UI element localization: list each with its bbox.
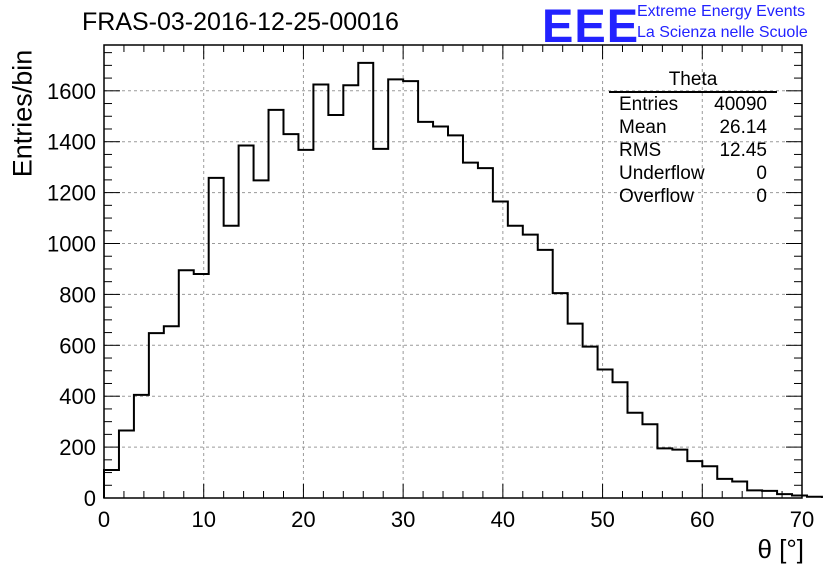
histogram-bin (433, 126, 448, 498)
histogram-bin (209, 178, 224, 498)
histogram-bin (628, 413, 643, 498)
plot-frame (103, 44, 803, 499)
stats-value: 0 (756, 163, 767, 184)
stats-label: RMS (619, 140, 662, 161)
histogram-bin (403, 81, 418, 498)
eee-logo: EEE (542, 0, 640, 52)
histogram-bin (149, 333, 164, 498)
histogram-bin (313, 84, 328, 498)
histogram-bin (358, 63, 373, 498)
histogram-bin (179, 270, 194, 498)
x-tick-label: 60 (690, 507, 714, 532)
y-tick-label: 800 (59, 282, 96, 307)
histogram-bin (478, 168, 493, 498)
x-tick-label: 70 (790, 507, 814, 532)
histogram-bin (164, 326, 179, 498)
histogram-bin (448, 135, 463, 498)
histogram-bin (298, 150, 313, 498)
stats-box: Theta Entries 40090 Mean 26.14 RMS 12.45… (609, 70, 777, 208)
stats-title: Theta (609, 70, 777, 93)
x-tick-label: 20 (291, 507, 315, 532)
grid-lines (104, 45, 802, 498)
y-tick-label: 1200 (47, 181, 96, 206)
histogram-bin (762, 491, 777, 498)
histogram-bin (687, 461, 702, 498)
histogram-bin (463, 163, 478, 498)
stats-row-entries: Entries 40090 (609, 93, 777, 116)
histogram-bin (702, 466, 717, 498)
histogram-bin (134, 395, 149, 498)
chart-title: FRAS-03-2016-12-25-00016 (82, 8, 399, 36)
histogram-bars (103, 61, 823, 498)
histogram-bin (747, 490, 762, 498)
histogram-bin (613, 382, 628, 498)
histogram-bin (269, 110, 284, 498)
x-tick-label: 40 (491, 507, 515, 532)
y-tick-label: 1400 (47, 130, 96, 155)
histogram-bin (373, 149, 388, 498)
y-axis-label: Entries/bin (7, 49, 38, 178)
x-tick-labels: 0 10 20 30 40 50 60 70 (98, 507, 814, 532)
histogram-bin (283, 134, 298, 498)
axis-ticks (103, 45, 803, 499)
histogram-bin (523, 235, 538, 498)
y-tick-label: 600 (59, 333, 96, 358)
histogram-bin (493, 202, 508, 498)
histogram-bin (568, 324, 583, 498)
histogram-bin (672, 450, 687, 498)
stats-row-underflow: Underflow 0 (609, 162, 777, 185)
y-tick-label: 0 (84, 486, 96, 511)
histogram-bin (328, 115, 343, 498)
y-tick-label: 400 (59, 384, 96, 409)
logo-text-line1: Extreme Energy Events (637, 3, 806, 20)
y-tick-labels: 0 200 400 600 800 1000 1200 1400 1600 (47, 79, 96, 511)
histogram-bin (642, 424, 657, 498)
stats-row-rms: RMS 12.45 (609, 139, 777, 162)
histogram-bin (657, 448, 672, 498)
stats-label: Entries (619, 94, 679, 115)
histogram-bin (717, 479, 732, 498)
y-tick-label: 1600 (47, 79, 96, 104)
histogram-bin (598, 369, 613, 498)
logo-text-line2: La Scienza nelle Scuole (637, 24, 808, 41)
histogram-bin (583, 347, 598, 498)
histogram-bin (239, 146, 254, 498)
y-tick-label: 200 (59, 435, 96, 460)
histogram-bin (194, 274, 209, 498)
histogram-outline (103, 61, 823, 498)
histogram-bin (343, 85, 358, 498)
histogram-bin (732, 481, 747, 498)
histogram-bin (119, 431, 134, 498)
stats-label: Underflow (619, 163, 705, 184)
histogram-bin (508, 226, 523, 498)
stats-row-overflow: Overflow 0 (609, 185, 777, 208)
x-tick-label: 50 (590, 507, 614, 532)
stats-value: 12.45 (719, 140, 767, 161)
x-tick-label: 0 (98, 507, 110, 532)
histogram-bin (418, 122, 433, 498)
stats-row-mean: Mean 26.14 (609, 116, 777, 139)
stats-label: Overflow (619, 186, 694, 207)
stats-value: 40090 (714, 94, 767, 115)
stats-value: 0 (756, 186, 767, 207)
histogram-bin (553, 293, 568, 498)
x-tick-label: 10 (191, 507, 215, 532)
stats-label: Mean (619, 117, 667, 138)
histogram-bin (538, 250, 553, 498)
x-axis-label: θ [°] (757, 534, 804, 564)
x-tick-label: 30 (391, 507, 415, 532)
histogram-bin (254, 180, 269, 498)
histogram-bin (224, 226, 239, 498)
stats-value: 26.14 (719, 117, 767, 138)
histogram-bin (104, 470, 119, 498)
y-tick-label: 1000 (47, 232, 96, 257)
